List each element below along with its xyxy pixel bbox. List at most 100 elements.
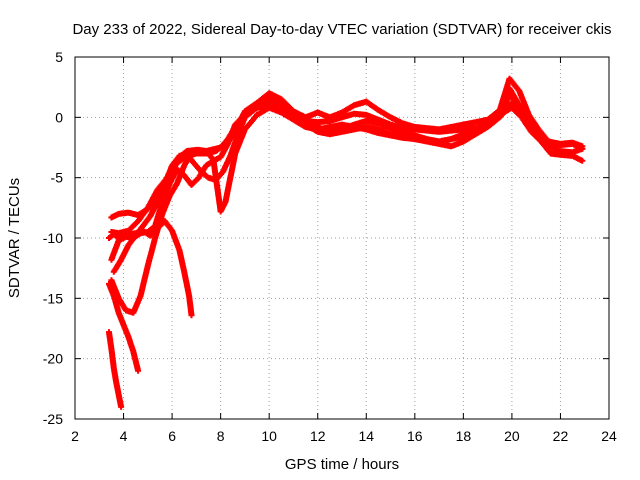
data-point (146, 264, 150, 267)
data-point (425, 139, 429, 142)
data-point (365, 128, 368, 131)
data-point (389, 134, 392, 137)
data-point (132, 311, 135, 315)
data-point (170, 164, 174, 167)
data-point (328, 119, 332, 123)
data-point (401, 122, 404, 125)
data-point (192, 161, 196, 165)
data-point (486, 123, 489, 126)
data-point (474, 130, 477, 134)
data-point (280, 98, 283, 101)
data-point (170, 229, 174, 232)
data-point (365, 100, 368, 103)
data-point (207, 176, 210, 179)
data-point (107, 330, 111, 334)
data-point (508, 77, 511, 80)
data-point (110, 279, 113, 282)
data-point (377, 122, 380, 125)
data-point (200, 170, 203, 173)
data-point (389, 116, 392, 119)
data-point (292, 118, 295, 121)
data-point (234, 152, 237, 155)
data-point (243, 116, 247, 119)
x-tick-label: 8 (217, 428, 225, 444)
data-point (110, 258, 113, 261)
data-point (117, 311, 120, 315)
data-point (280, 104, 283, 107)
data-point (219, 210, 222, 213)
data-point (117, 212, 120, 216)
x-tick-label: 10 (261, 428, 277, 444)
data-point (571, 151, 574, 154)
data-point (204, 149, 208, 153)
data-point (234, 123, 237, 126)
data-point (340, 116, 344, 119)
data-point (136, 369, 140, 372)
data-point (304, 125, 307, 129)
data-point (527, 113, 531, 117)
data-point (110, 216, 113, 219)
data-point (437, 130, 441, 134)
data-point (243, 128, 247, 131)
data-point (136, 219, 140, 223)
x-tick-label: 18 (456, 428, 472, 444)
data-point (559, 149, 562, 153)
data-point (107, 282, 111, 286)
data-point (365, 113, 368, 117)
data-point (127, 244, 130, 247)
data-point (413, 128, 417, 131)
data-point (134, 231, 137, 235)
data-point (267, 92, 271, 95)
data-point (149, 215, 152, 218)
data-point (122, 234, 125, 237)
data-point (124, 309, 128, 312)
data-point (146, 206, 150, 210)
y-axis-label: SDTVAR / TECUs (6, 178, 23, 298)
data-point (141, 229, 145, 232)
data-point (117, 236, 120, 240)
x-tick-label: 24 (601, 428, 617, 444)
data-point (224, 200, 227, 203)
x-tick-label: 16 (407, 428, 423, 444)
data-point (163, 182, 167, 185)
data-point (187, 294, 191, 298)
data-point (377, 108, 380, 112)
data-point (168, 194, 171, 197)
data-point (510, 101, 514, 105)
data-point (221, 170, 225, 173)
data-point (178, 154, 181, 158)
data-point (183, 270, 186, 273)
data-point (389, 126, 392, 130)
data-point (156, 200, 159, 203)
y-tick-label: -15 (43, 290, 63, 306)
data-point (226, 142, 230, 146)
data-point (161, 212, 164, 216)
series-track-5 (108, 104, 544, 316)
data-point (212, 158, 215, 161)
data-point (267, 106, 271, 109)
data-point (413, 137, 417, 141)
data-point (352, 104, 356, 107)
y-tick-label: -25 (43, 411, 63, 427)
data-point (214, 149, 217, 153)
data-point (141, 224, 145, 228)
data-point (280, 111, 283, 114)
y-tick-label: 0 (55, 109, 63, 125)
data-point (377, 131, 380, 135)
data-point (292, 111, 295, 114)
data-point (450, 137, 453, 141)
x-tick-label: 2 (71, 428, 79, 444)
series-track-8 (106, 329, 125, 410)
data-point (571, 142, 574, 146)
data-point (197, 176, 200, 179)
data-point (156, 227, 159, 230)
data-point (229, 154, 232, 158)
data-point (112, 233, 116, 236)
data-point (175, 182, 179, 185)
data-point (352, 125, 356, 129)
data-point (119, 258, 123, 261)
data-point (510, 106, 514, 109)
data-point (161, 200, 164, 203)
